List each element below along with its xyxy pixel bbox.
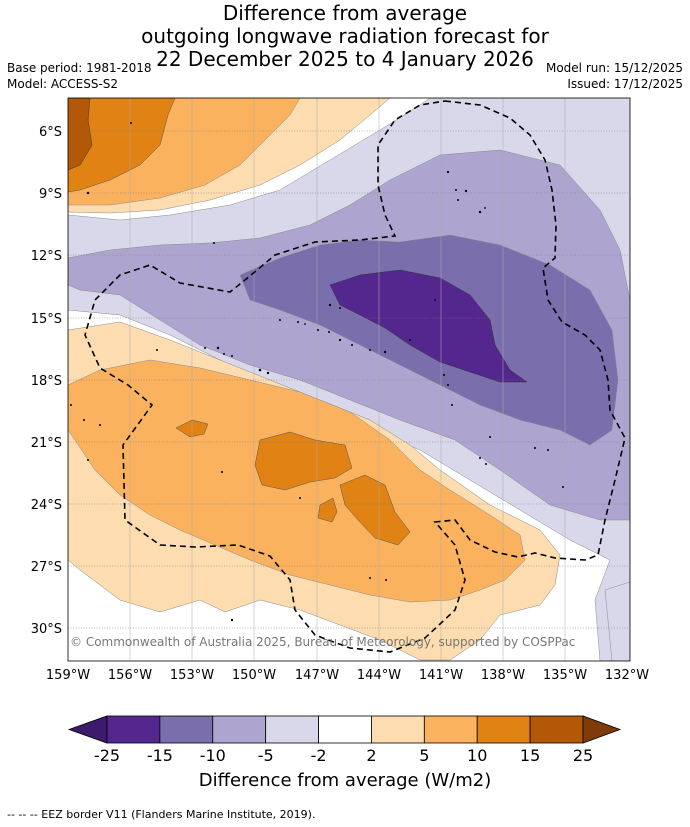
islands (70, 122, 564, 622)
colorbar-tick-label: 5 (419, 746, 429, 765)
title-line-3: 22 December 2025 to 4 January 2026 (156, 47, 534, 71)
lon-label: 144°W (357, 668, 401, 683)
colorbar-swatch (476, 715, 531, 744)
lon-label: 153°W (170, 668, 214, 683)
map-title: Difference from average outgoing longwav… (0, 2, 690, 71)
colorbar-extend-high (582, 715, 622, 744)
contour-neg-2-east-lobe (604, 581, 630, 661)
lat-label: 21°S (31, 436, 62, 451)
lon-label: 156°W (108, 668, 152, 683)
contour-pos-15-north (68, 98, 93, 171)
lat-axis-labels: 6°S 9°S 12°S 15°S 18°S 21°S 24°S 27°S 30… (31, 125, 62, 637)
lat-label: 12°S (31, 249, 62, 264)
anomaly-field (68, 98, 630, 661)
colorbar-swatch (423, 715, 478, 744)
lon-label: 132°W (605, 668, 649, 683)
colorbar-tick-label: 25 (573, 746, 593, 765)
colorbar-extend-low (67, 715, 108, 744)
map-frame (67, 97, 631, 662)
colorbar-tick-label: -25 (94, 746, 120, 765)
title-line-1: Difference from average (222, 1, 468, 25)
contour-pos-10-south-b (339, 474, 411, 546)
lat-label: 9°S (39, 187, 62, 202)
meta-right: Model run: 15/12/2025 Issued: 17/12/2025 (546, 60, 683, 92)
lon-label: 141°W (419, 668, 463, 683)
contour-pos-10-south-c (317, 497, 338, 523)
contour-pos-10-north (68, 98, 176, 193)
lon-label: 135°W (543, 668, 587, 683)
gridlines (68, 130, 630, 629)
contour-pos-10-south-a (254, 431, 353, 491)
colorbar-tick-label: -5 (258, 746, 274, 765)
meta-left: Base period: 1981-2018 Model: ACCESS-S2 (7, 60, 152, 92)
meridians (129, 98, 566, 661)
lon-label: 138°W (481, 668, 525, 683)
colorbar-tick-label: 10 (467, 746, 487, 765)
base-period: Base period: 1981-2018 (7, 61, 152, 75)
colorbar-swatch (318, 715, 372, 744)
model-run: Model run: 15/12/2025 (545, 61, 683, 75)
lon-label: 150°W (232, 668, 276, 683)
lat-label: 27°S (31, 560, 62, 575)
eez-legend: -- -- -- EEZ border V11 (Flanders Marine… (7, 808, 316, 821)
lat-label: 18°S (31, 374, 62, 389)
model-name: Model: ACCESS-S2 (7, 77, 119, 91)
colorbar-swatch (371, 715, 425, 744)
colorbar-tick-label: -2 (311, 746, 327, 765)
colorbar-swatch (159, 715, 214, 744)
lon-label: 159°W (46, 668, 90, 683)
title-line-2: outgoing longwave radiation forecast for (141, 24, 549, 48)
colorbar-tick-label: -10 (200, 746, 226, 765)
lat-label: 30°S (31, 622, 62, 637)
lat-label: 6°S (39, 125, 62, 140)
colorbar-swatch (529, 715, 584, 744)
lon-label: 147°W (295, 668, 339, 683)
copyright-notice: © Commonwealth of Australia 2025, Bureau… (70, 635, 575, 649)
lat-label: 24°S (31, 498, 62, 513)
eez-borders (84, 100, 626, 653)
colorbar: -25 -15 -10 -5 -2 2 5 10 15 25 (67, 715, 622, 765)
lat-label: 15°S (31, 312, 62, 327)
lon-axis-labels: 159°W 156°W 153°W 150°W 147°W 144°W 141°… (46, 668, 649, 683)
colorbar-tick-label: -15 (147, 746, 173, 765)
colorbar-swatch (212, 715, 267, 744)
colorbar-tick-label: 2 (366, 746, 376, 765)
eez-border-french-polynesia (84, 100, 626, 653)
colorbar-swatch (106, 715, 161, 744)
colorbar-tick-label: 15 (520, 746, 540, 765)
colorbar-swatch (265, 715, 319, 744)
colorbar-title: Difference from average (W/m2) (198, 770, 492, 791)
issued-date: Issued: 17/12/2025 (567, 77, 683, 91)
